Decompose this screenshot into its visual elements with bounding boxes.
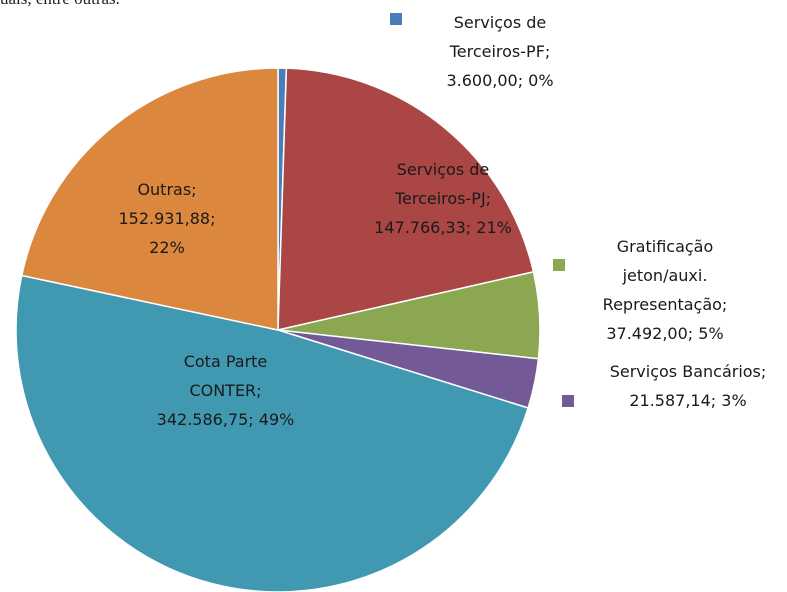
data-label: Serviços de Terceiros-PF; 3.600,00; 0% (425, 8, 575, 95)
value-label: 37.492,00; (606, 324, 694, 343)
header-text: uais, entre outras. (0, 0, 120, 9)
data-label: Gratificação jeton/auxi. Representação; … (590, 232, 740, 348)
data-label: Serviços Bancários; 21.587,14; 3% (588, 357, 787, 415)
value-label: 3.600,00; (446, 71, 524, 90)
legend-swatch (390, 13, 402, 25)
category-label: Cota Parte CONTER; (183, 352, 268, 400)
value-label: 152.931,88; (118, 209, 216, 228)
percent-label: 21% (476, 218, 512, 237)
percent-label: 3% (721, 391, 747, 410)
data-label: Serviços de Terceiros-PJ; 147.766,33; 21… (358, 155, 528, 242)
value-label: 342.586,75; (156, 410, 254, 429)
category-label: Serviços Bancários; (609, 362, 767, 381)
pie-slice (277, 67, 535, 331)
value-label: 147.766,33; (374, 218, 472, 237)
percent-label: 5% (698, 324, 724, 343)
value-label: 21.587,14; (629, 391, 717, 410)
percent-label: 22% (149, 238, 185, 257)
legend-swatch (562, 395, 574, 407)
pie-slice (20, 67, 279, 331)
category-label: Serviços de Terceiros-PJ; (394, 160, 492, 208)
percent-label: 0% (528, 71, 554, 90)
pie-slice (15, 274, 530, 592)
legend-swatch (553, 259, 565, 271)
percent-label: 49% (258, 410, 295, 429)
data-label: Cota Parte CONTER; 342.586,75; 49% (153, 347, 298, 434)
category-label: Gratificação jeton/auxi. Representação; (602, 237, 728, 314)
category-label: Serviços de Terceiros-PF; (449, 13, 551, 61)
category-label: Outras; (137, 180, 197, 199)
data-label: Outras; 152.931,88; 22% (112, 175, 222, 262)
